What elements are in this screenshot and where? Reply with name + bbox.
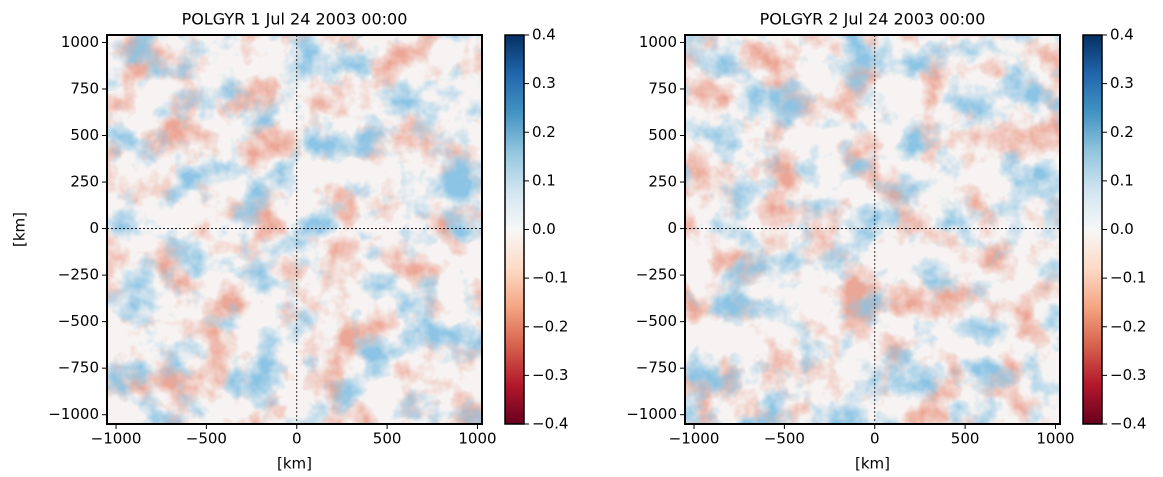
- colorbar-tick-label: 0.0: [532, 220, 556, 238]
- y-tick-label: 500: [648, 126, 677, 144]
- y-tick-label: −750: [58, 359, 99, 377]
- y-tick-label: −1000: [626, 405, 677, 423]
- plot-frame: [684, 34, 1061, 425]
- y-tick-label: −500: [636, 312, 677, 330]
- x-tick-label: 1000: [1036, 430, 1074, 448]
- field-texture-blue: [107, 35, 482, 424]
- colorbar-tick-label: 0.2: [532, 123, 556, 141]
- chart-title: POLGYR 2 Jul 24 2003 00:00: [760, 10, 986, 29]
- y-tick-label: 250: [648, 173, 677, 191]
- colorbar-tick-label: 0.1: [532, 171, 556, 189]
- y-tick-label: 0: [89, 219, 99, 237]
- x-axis-label: [km]: [855, 455, 890, 473]
- y-tick-label: −500: [58, 312, 99, 330]
- colorbar-tick-label: 0.3: [532, 74, 556, 92]
- x-tick-label: 500: [373, 430, 402, 448]
- colorbar-tick-label: 0.1: [1110, 171, 1134, 189]
- y-tick-label: −250: [58, 266, 99, 284]
- colorbar-tick-label: 0.0: [1110, 220, 1134, 238]
- y-tick-label: 1000: [639, 33, 677, 51]
- chart-title: POLGYR 1 Jul 24 2003 00:00: [182, 10, 408, 29]
- y-tick-label: 250: [70, 173, 99, 191]
- field-texture-blue: [685, 35, 1060, 424]
- colorbar: [1082, 34, 1103, 425]
- y-tick-label: 750: [648, 79, 677, 97]
- colorbar-tick-label: −0.2: [1110, 317, 1146, 335]
- y-tick-label: 1000: [61, 33, 99, 51]
- colorbar-tick-label: 0.4: [1110, 26, 1134, 44]
- colorbar-tick-label: 0.2: [1110, 123, 1134, 141]
- x-axis-label: [km]: [277, 455, 312, 473]
- x-tick-label: 0: [870, 430, 880, 448]
- colorbar-tick-label: −0.4: [1110, 415, 1146, 433]
- x-tick-label: 1000: [458, 430, 496, 448]
- y-tick-label: 500: [70, 126, 99, 144]
- y-axis-label: [km]: [11, 212, 29, 247]
- colorbar-tick-label: −0.1: [1110, 269, 1146, 287]
- colorbar-tick-label: −0.4: [532, 415, 568, 433]
- y-tick-label: −750: [636, 359, 677, 377]
- x-tick-label: −500: [764, 430, 805, 448]
- y-tick-label: −1000: [48, 405, 99, 423]
- x-tick-label: −1000: [669, 430, 720, 448]
- colorbar-tick-label: −0.2: [532, 317, 568, 335]
- colorbar: [504, 34, 525, 425]
- x-tick-label: −1000: [91, 430, 142, 448]
- x-tick-label: 0: [292, 430, 302, 448]
- plot-frame: [106, 34, 483, 425]
- x-tick-label: 500: [951, 430, 980, 448]
- y-tick-label: 750: [70, 79, 99, 97]
- colorbar-tick-label: 0.3: [1110, 74, 1134, 92]
- colorbar-tick-label: −0.1: [532, 269, 568, 287]
- x-tick-label: −500: [186, 430, 227, 448]
- colorbar-tick-label: 0.4: [532, 26, 556, 44]
- colorbar-tick-label: −0.3: [1110, 366, 1146, 384]
- colorbar-tick-label: −0.3: [532, 366, 568, 384]
- y-tick-label: −250: [636, 266, 677, 284]
- y-tick-label: 0: [667, 219, 677, 237]
